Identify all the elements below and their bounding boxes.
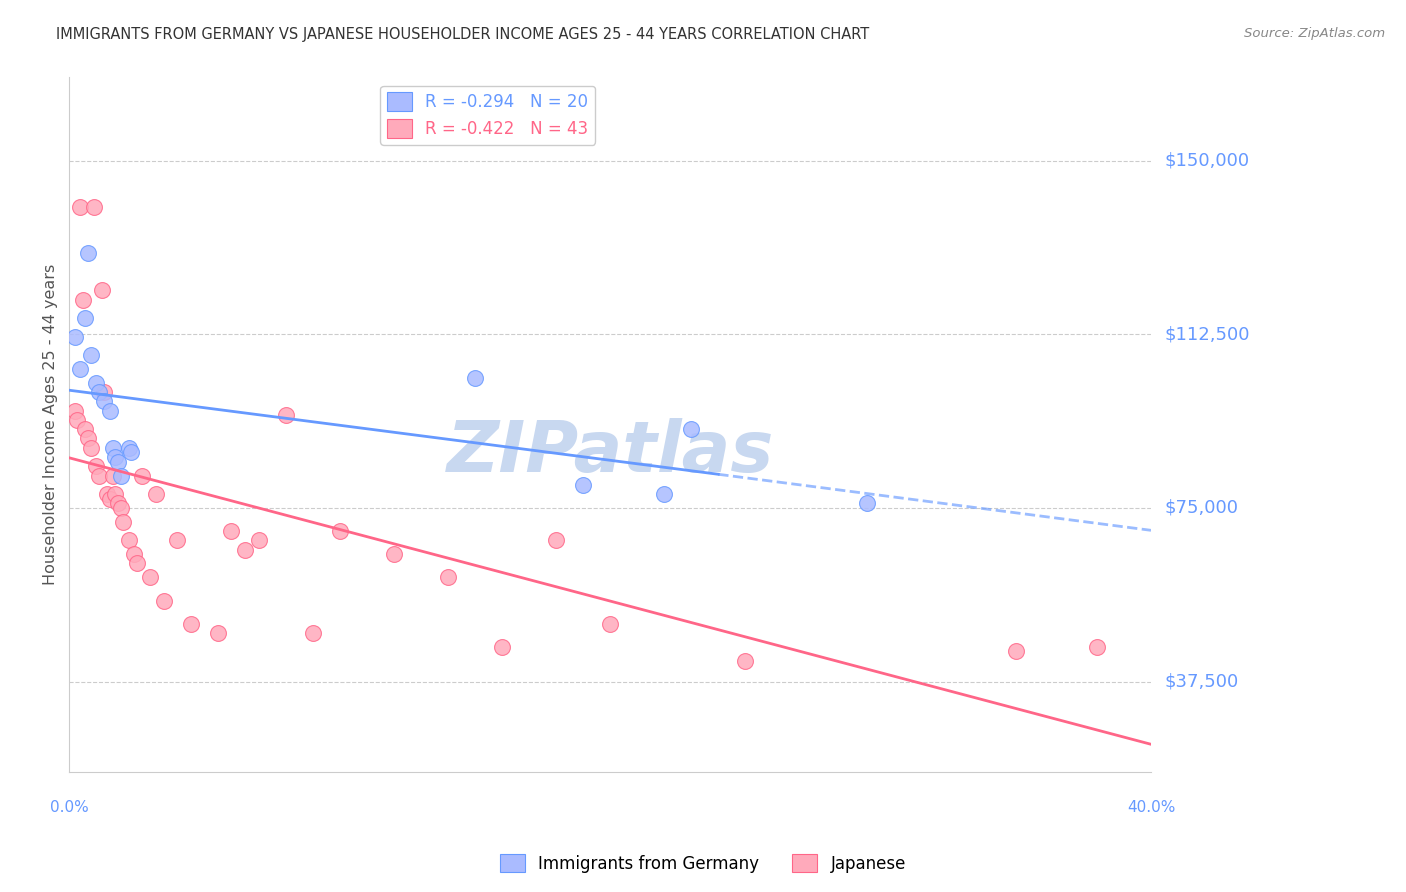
Point [491,640,513,654]
Point [75,311,97,326]
Point [599,616,621,631]
Point [80,441,103,455]
Point [87,468,110,483]
Text: 0.0%: 0.0% [49,799,89,814]
Point [274,409,297,423]
Point [118,441,141,455]
Point [101,441,124,455]
Point [125,557,148,571]
Point [107,455,129,469]
Point [120,445,142,459]
Point [1085,640,1108,654]
Point [652,487,675,501]
Legend: R = -0.294   N = 20, R = -0.422   N = 43: R = -0.294 N = 20, R = -0.422 N = 43 [381,86,595,145]
Point [118,533,141,548]
Point [1004,644,1026,658]
Point [77,432,100,446]
Text: $150,000: $150,000 [1166,152,1250,169]
Point [66,413,89,427]
Point [93,394,115,409]
Point [84,459,107,474]
Point [145,487,167,501]
Point [63,329,86,343]
Point [681,422,703,436]
Text: $112,500: $112,500 [1166,326,1250,343]
Text: ZIPatlas: ZIPatlas [447,417,773,487]
Point [104,450,127,464]
Point [96,487,118,501]
Point [207,626,229,640]
Point [166,533,188,548]
Point [63,403,86,417]
Legend: Immigrants from Germany, Japanese: Immigrants from Germany, Japanese [494,847,912,880]
Point [382,547,405,561]
Text: $75,000: $75,000 [1166,499,1239,517]
Point [84,376,107,390]
Point [856,496,879,510]
Point [153,593,176,607]
Text: Source: ZipAtlas.com: Source: ZipAtlas.com [1244,27,1385,40]
Point [110,468,132,483]
Point [104,487,127,501]
Point [83,200,105,214]
Point [69,362,91,376]
Point [329,524,352,538]
Text: IMMIGRANTS FROM GERMANY VS JAPANESE HOUSEHOLDER INCOME AGES 25 - 44 YEARS CORREL: IMMIGRANTS FROM GERMANY VS JAPANESE HOUS… [56,27,869,42]
Point [72,293,94,307]
Text: 40.0%: 40.0% [1126,799,1175,814]
Point [98,491,121,506]
Text: $37,500: $37,500 [1166,673,1239,690]
Point [131,468,153,483]
Point [247,533,270,548]
Point [77,246,100,260]
Y-axis label: Householder Income Ages 25 - 44 years: Householder Income Ages 25 - 44 years [44,264,58,585]
Point [80,348,103,362]
Point [90,284,112,298]
Point [233,542,256,557]
Point [464,371,486,385]
Point [98,403,121,417]
Point [112,515,135,529]
Point [107,496,129,510]
Point [69,200,91,214]
Point [122,547,145,561]
Point [87,385,110,400]
Point [93,385,115,400]
Point [572,477,595,491]
Point [75,422,97,436]
Point [101,468,124,483]
Point [139,570,162,584]
Point [437,570,460,584]
Point [734,654,756,668]
Point [301,626,323,640]
Point [180,616,202,631]
Point [544,533,567,548]
Point [110,500,132,515]
Point [221,524,243,538]
